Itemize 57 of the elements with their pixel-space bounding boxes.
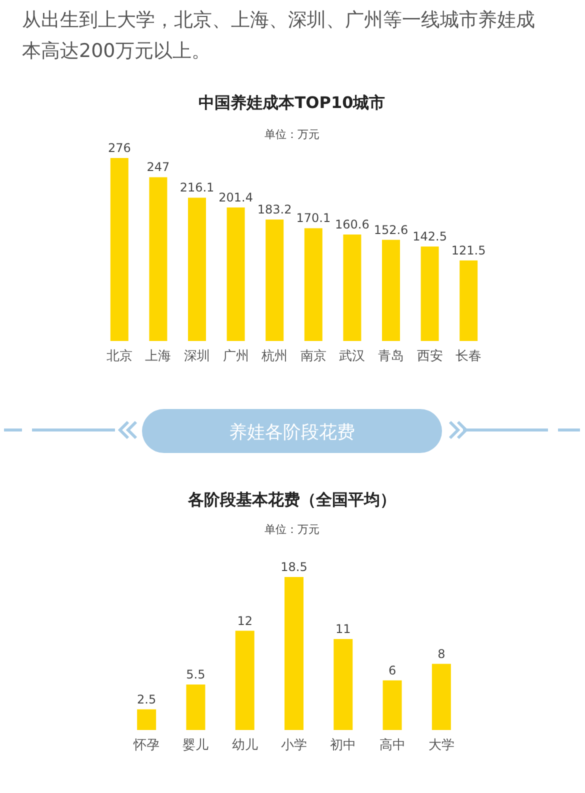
data-label: 121.5 xyxy=(451,243,486,258)
data-label: 6 xyxy=(388,663,396,678)
data-label: 5.5 xyxy=(186,668,206,682)
data-label: 18.5 xyxy=(280,560,308,574)
bar xyxy=(382,680,402,730)
x-tick-label: 高中 xyxy=(379,737,406,753)
data-label: 247 xyxy=(146,160,170,174)
bar xyxy=(186,684,206,730)
x-tick-label: 长春 xyxy=(456,349,482,364)
bar xyxy=(188,198,206,341)
bar xyxy=(149,177,168,341)
chart-title: 中国养娃成本TOP10城市 xyxy=(198,93,386,112)
x-tick-label: 深圳 xyxy=(184,349,210,364)
bar xyxy=(235,630,254,730)
x-tick-label: 怀孕 xyxy=(132,738,160,753)
x-tick-label: 小学 xyxy=(281,738,307,753)
data-label: 276 xyxy=(108,141,131,155)
bar xyxy=(343,234,362,341)
data-label: 160.6 xyxy=(335,218,370,232)
data-label: 201.4 xyxy=(218,190,253,204)
data-label: 8 xyxy=(438,646,446,661)
x-tick-label: 初中 xyxy=(330,738,356,753)
bar xyxy=(110,158,128,341)
x-tick-label: 杭州 xyxy=(260,349,288,364)
data-label: 11 xyxy=(336,622,351,636)
bar xyxy=(382,240,400,341)
bar xyxy=(137,709,156,730)
bar xyxy=(226,207,245,341)
data-label: 183.2 xyxy=(257,202,292,217)
bar xyxy=(460,260,478,341)
bar xyxy=(284,577,304,730)
x-tick-label: 西安 xyxy=(416,348,443,364)
x-tick-label: 广州 xyxy=(222,349,249,364)
chart-subtitle: 单位：万元 xyxy=(264,128,320,141)
text: 从出生到上大学，北京、上海、深圳、广州等一线城市养娃成本高达200万元以上。 xyxy=(22,9,535,62)
x-tick-label: 幼儿 xyxy=(232,738,258,753)
x-tick-label: 武汉 xyxy=(339,349,366,364)
x-tick-label: 青岛 xyxy=(378,349,404,364)
data-label: 170.1 xyxy=(296,211,331,226)
data-label: 12 xyxy=(237,614,252,628)
x-tick-label: 大学 xyxy=(428,738,454,753)
data-label: 216.1 xyxy=(180,180,214,195)
bar xyxy=(420,246,439,341)
x-tick-label: 上海 xyxy=(145,349,172,364)
data-label: 142.5 xyxy=(412,230,447,244)
data-label: 152.6 xyxy=(374,222,408,237)
bar xyxy=(334,639,353,730)
text: 养娃各阶段花费 xyxy=(229,422,355,443)
x-tick-label: 南京 xyxy=(300,349,326,364)
chart-title: 各阶段基本花费（全国平均） xyxy=(187,490,396,509)
bar xyxy=(432,664,451,730)
x-tick-label: 北京 xyxy=(106,349,132,364)
chart-subtitle: 单位：万元 xyxy=(264,523,320,536)
bar xyxy=(266,220,284,341)
x-tick-label: 婴儿 xyxy=(182,738,209,753)
data-label: 2.5 xyxy=(137,692,156,706)
bar xyxy=(304,228,322,341)
